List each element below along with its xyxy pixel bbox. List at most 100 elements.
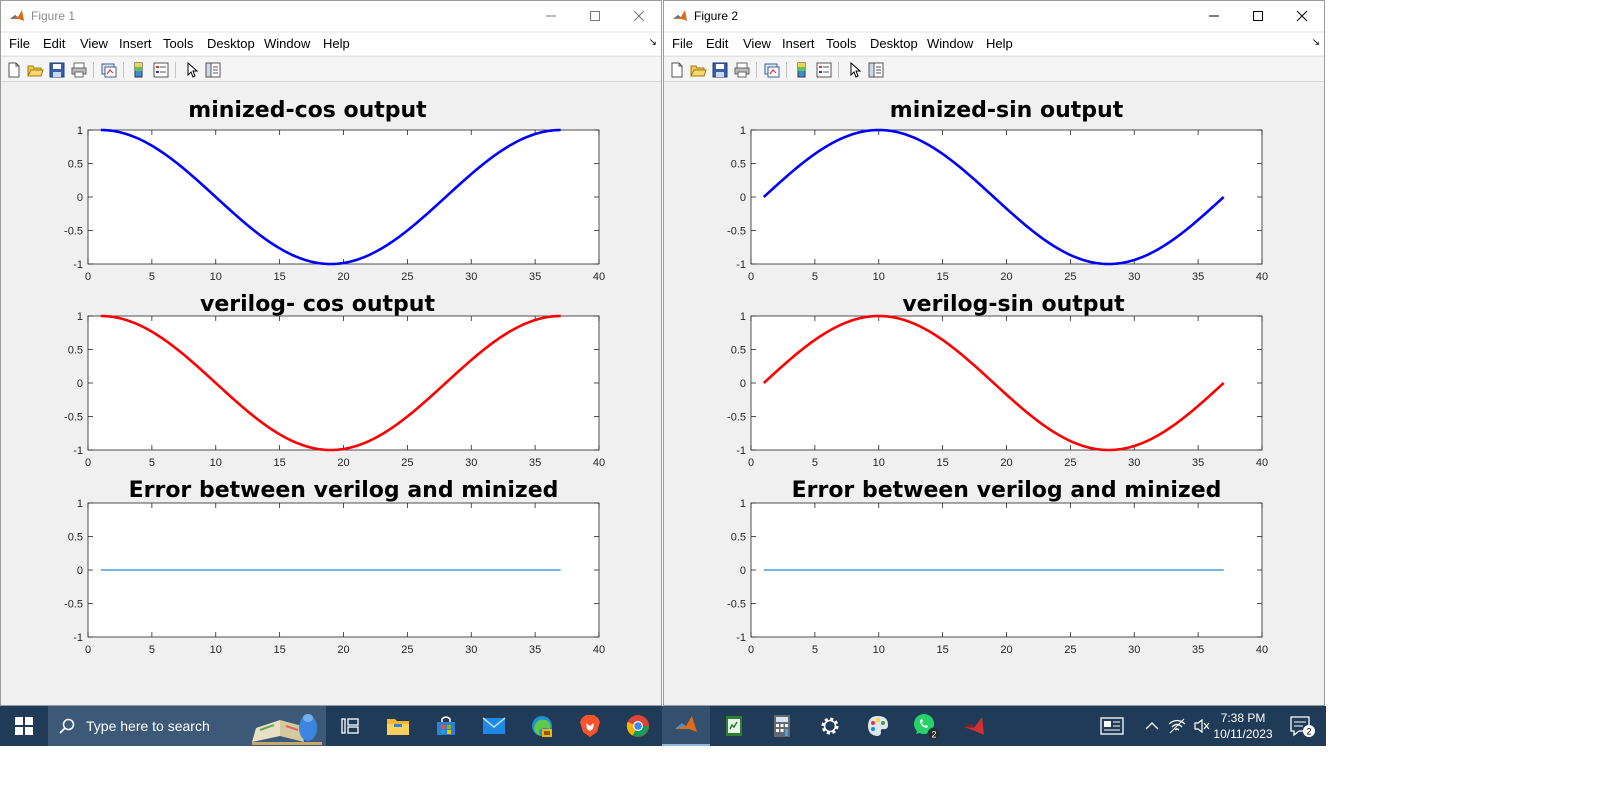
close-button[interactable] (1280, 1, 1324, 31)
insert-legend-icon[interactable] (152, 61, 170, 79)
title-bar[interactable]: Figure 2 (664, 1, 1324, 31)
volume-button[interactable] (1190, 706, 1214, 746)
menu-view[interactable]: View (743, 36, 771, 51)
open-file-icon[interactable] (689, 61, 707, 79)
x-tick-label: 35 (1192, 271, 1204, 283)
save-icon[interactable] (48, 61, 66, 79)
menu-view[interactable]: View (80, 36, 108, 51)
close-icon (633, 10, 645, 22)
matlab-taskbar-button[interactable] (662, 706, 710, 746)
link-plot-icon[interactable] (763, 61, 781, 79)
figure-1-window: Figure 1 File Edit View Insert Tools Des… (0, 0, 662, 706)
maximize-button[interactable] (1236, 1, 1280, 31)
menu-help[interactable]: Help (323, 36, 350, 51)
paint-button[interactable] (854, 706, 902, 746)
menu-tools[interactable]: Tools (826, 36, 857, 51)
print-icon[interactable] (733, 61, 751, 79)
calculator-button[interactable] (758, 706, 806, 746)
edge-button[interactable] (518, 706, 566, 746)
print-icon[interactable] (70, 61, 88, 79)
red-app-button[interactable] (950, 706, 998, 746)
title-bar[interactable]: Figure 1 (1, 1, 661, 31)
axes-box[interactable] (87, 315, 600, 451)
subplot-title: Error between verilog and minized (129, 478, 559, 503)
x-tick-label: 30 (465, 457, 477, 469)
mail-button[interactable] (470, 706, 518, 746)
menu-insert[interactable]: Insert (782, 36, 815, 51)
task-view-button[interactable] (326, 706, 374, 746)
menu-edit[interactable]: Edit (706, 36, 729, 51)
y-tick-label: 1 (77, 125, 83, 137)
series-line[interactable] (100, 128, 561, 266)
minimize-button[interactable] (529, 1, 573, 31)
menu-file[interactable]: File (672, 36, 693, 51)
open-file-icon[interactable] (26, 61, 44, 79)
x-tick-label: 30 (1128, 271, 1140, 283)
new-figure-icon[interactable] (5, 61, 23, 79)
microsoft-store-button[interactable] (422, 706, 470, 746)
axes-box[interactable] (750, 129, 1263, 265)
search-placeholder: Type here to search (86, 718, 210, 734)
property-inspector-icon[interactable] (867, 61, 885, 79)
close-icon (1296, 10, 1308, 22)
file-explorer-button[interactable] (374, 706, 422, 746)
new-figure-icon[interactable] (668, 61, 686, 79)
subplot-2[interactable]: verilog- cos output 0 5 10 15 20 25 30 35 40 1 0.5 0… (64, 292, 605, 469)
link-plot-icon[interactable] (100, 61, 118, 79)
show-hidden-icons-button[interactable] (1140, 706, 1164, 746)
axes-box[interactable] (87, 129, 600, 265)
edit-plot-arrow-icon[interactable] (183, 61, 201, 79)
dock-arrow-icon[interactable]: ↘ (1311, 37, 1320, 48)
figure-toolbar (664, 56, 1324, 82)
clock-date: 10/11/2023 (1213, 727, 1273, 741)
menu-desktop[interactable]: Desktop (870, 36, 918, 51)
menu-window[interactable]: Window (264, 36, 311, 51)
start-button[interactable] (0, 706, 48, 746)
subplot-title: verilog- cos output (200, 292, 435, 317)
x-tick-label: 0 (748, 644, 754, 656)
menu-window[interactable]: Window (927, 36, 974, 51)
insert-colorbar-icon[interactable] (793, 61, 811, 79)
axes-box[interactable] (750, 315, 1263, 451)
close-button[interactable] (617, 1, 661, 31)
clock[interactable]: 7:38 PM 10/11/2023 (1208, 710, 1278, 742)
menu-desktop[interactable]: Desktop (207, 36, 255, 51)
chrome-button[interactable] (614, 706, 662, 746)
minimize-button[interactable] (1192, 1, 1236, 31)
series-line[interactable] (762, 128, 1225, 266)
whatsapp-badge: 2 (931, 730, 936, 740)
menu-bar: File Edit View Insert Tools Desktop Wind… (664, 33, 1324, 55)
notification-center-button[interactable]: 2 (1278, 706, 1326, 746)
news-widget-button[interactable] (1088, 706, 1136, 746)
brave-button[interactable] (566, 706, 614, 746)
search-box[interactable]: Type here to search (48, 706, 326, 746)
series-line[interactable] (762, 314, 1225, 452)
y-tick-label: -1 (736, 632, 746, 644)
insert-legend-icon[interactable] (815, 61, 833, 79)
y-tick-label: -1 (73, 445, 83, 457)
whatsapp-button[interactable]: 2 (902, 706, 950, 746)
dock-arrow-icon[interactable]: ↘ (648, 37, 657, 48)
menu-tools[interactable]: Tools (163, 36, 194, 51)
settings-button[interactable] (806, 706, 854, 746)
menu-edit[interactable]: Edit (43, 36, 66, 51)
property-inspector-icon[interactable] (204, 61, 222, 79)
y-tick-label: -0.5 (64, 599, 83, 611)
save-icon[interactable] (711, 61, 729, 79)
green-app-button[interactable] (710, 706, 758, 746)
network-button[interactable] (1164, 706, 1190, 746)
insert-colorbar-icon[interactable] (130, 61, 148, 79)
maximize-button[interactable] (573, 1, 617, 31)
menu-help[interactable]: Help (986, 36, 1013, 51)
menu-file[interactable]: File (9, 36, 30, 51)
edit-plot-arrow-icon[interactable] (846, 61, 864, 79)
series-line[interactable] (100, 314, 561, 452)
menu-insert[interactable]: Insert (119, 36, 152, 51)
